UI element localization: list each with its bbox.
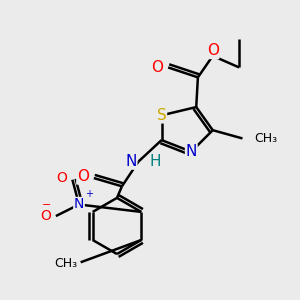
Text: H: H bbox=[150, 154, 161, 169]
Text: N: N bbox=[125, 154, 137, 169]
Text: N: N bbox=[74, 197, 84, 212]
Text: N: N bbox=[186, 144, 197, 159]
Text: CH₃: CH₃ bbox=[254, 132, 277, 145]
Text: CH₃: CH₃ bbox=[54, 257, 77, 270]
Text: O: O bbox=[151, 60, 163, 75]
Text: O: O bbox=[207, 44, 219, 59]
Text: O: O bbox=[40, 209, 51, 223]
Text: +: + bbox=[85, 188, 93, 199]
Text: O: O bbox=[77, 169, 89, 184]
Text: S: S bbox=[157, 108, 166, 123]
Text: O: O bbox=[57, 171, 68, 185]
Text: −: − bbox=[42, 200, 51, 210]
